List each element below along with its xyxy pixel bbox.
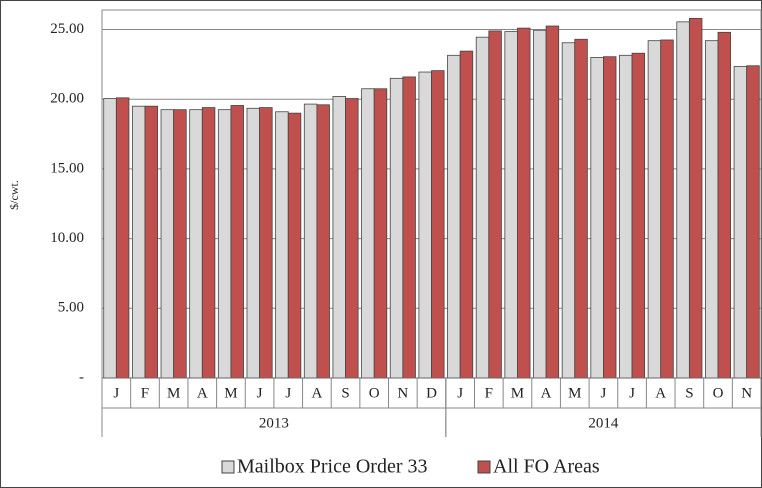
bar <box>275 111 289 379</box>
y-tick-label: 25.00 <box>50 21 84 37</box>
bar <box>173 109 187 379</box>
x-tick-label: F <box>485 385 493 401</box>
x-tick-label: M <box>167 385 180 401</box>
y-tick-label: 15.00 <box>50 160 84 176</box>
x-tick-label: J <box>285 385 291 401</box>
bar <box>545 25 560 379</box>
x-tick-label: A <box>541 385 552 401</box>
x-tick-label: M <box>224 385 237 401</box>
bar <box>574 38 588 379</box>
bar <box>389 77 404 379</box>
x-tick-label: M <box>511 385 524 401</box>
y-tick-label: 5.00 <box>58 300 84 316</box>
bar <box>660 39 674 379</box>
bar <box>144 105 158 379</box>
bar <box>259 107 273 379</box>
bar <box>373 88 388 379</box>
bar <box>431 70 445 379</box>
bar <box>561 42 576 379</box>
bar <box>733 66 748 379</box>
bar <box>287 112 302 379</box>
x-tick-label: J <box>600 385 606 401</box>
group-label: 2013 <box>259 415 289 431</box>
bar <box>332 96 346 379</box>
x-tick-label: J <box>113 385 119 401</box>
bar <box>418 71 432 379</box>
x-tick-label: S <box>341 385 349 401</box>
bar <box>676 21 690 379</box>
legend-swatch <box>477 460 491 474</box>
x-tick-label: N <box>397 385 408 401</box>
bar <box>345 98 359 379</box>
x-tick-label: A <box>197 385 208 401</box>
bar <box>103 98 117 379</box>
bar <box>131 105 146 379</box>
legend-swatch <box>221 460 235 474</box>
x-tick-label: J <box>457 385 463 401</box>
x-tick-label: F <box>141 385 149 401</box>
x-tick-label: O <box>369 385 380 401</box>
bar <box>717 31 732 379</box>
bar <box>189 109 203 379</box>
x-tick-label: S <box>685 385 693 401</box>
legend-text: All FO Areas <box>493 456 600 478</box>
bar <box>603 56 617 379</box>
bar <box>459 50 474 379</box>
bar <box>746 65 760 379</box>
bar <box>631 52 646 379</box>
bar <box>303 103 318 379</box>
x-tick-label: D <box>426 385 437 401</box>
y-tick-label: - <box>79 369 84 385</box>
bar <box>705 40 719 379</box>
bar <box>217 109 232 379</box>
legend-text: Mailbox Price Order 33 <box>237 456 428 478</box>
bar <box>504 31 518 379</box>
bar <box>230 105 244 379</box>
y-tick-label: 10.00 <box>50 230 84 246</box>
bar <box>201 107 216 379</box>
x-tick-label: N <box>741 385 752 401</box>
bar <box>488 30 502 379</box>
group-label: 2014 <box>588 415 619 431</box>
bar <box>619 54 633 379</box>
bar <box>590 56 604 379</box>
bar <box>361 88 375 379</box>
y-axis-label: $/cwt. <box>7 180 21 210</box>
bar <box>533 29 547 379</box>
bar <box>160 109 175 379</box>
x-tick-label: J <box>257 385 263 401</box>
bar <box>517 27 531 379</box>
bar <box>475 36 490 379</box>
bar <box>402 76 416 379</box>
bar <box>115 97 130 379</box>
x-tick-label: J <box>629 385 635 401</box>
y-tick-label: 20.00 <box>50 91 84 107</box>
x-tick-label: A <box>311 385 322 401</box>
bar <box>647 40 662 379</box>
bar <box>246 107 260 379</box>
x-tick-label: M <box>568 385 581 401</box>
bar <box>316 104 330 379</box>
x-tick-label: O <box>713 385 724 401</box>
bar <box>688 17 703 379</box>
x-tick-label: A <box>655 385 666 401</box>
bar <box>447 54 461 379</box>
